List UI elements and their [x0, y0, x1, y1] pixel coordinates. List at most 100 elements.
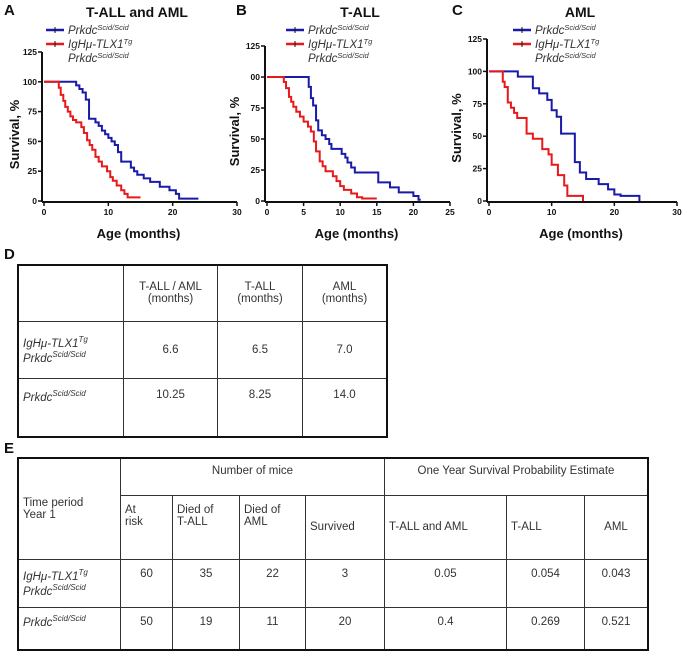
value-cell: 50 — [120, 606, 173, 651]
chart-title: AML — [565, 4, 596, 20]
y-tick-label: 75 — [473, 99, 483, 109]
survival-curve-tg — [489, 70, 584, 201]
legend-label-sup: Scid/Scid — [564, 51, 596, 60]
legend-label: PrkdcScid/Scid — [308, 23, 369, 37]
legend-label-sup: Scid/Scid — [337, 23, 369, 32]
legend-label: IgHμ-TLX1Tg — [308, 37, 373, 51]
legend-label: PrkdcScid/Scid — [68, 51, 129, 65]
value-cell: 0.269 — [506, 606, 585, 651]
y-axis-label: Survival, % — [7, 99, 22, 169]
y-axis-label: Survival, % — [227, 96, 242, 166]
legend-label-base: Prkdc — [535, 25, 565, 37]
subheader-line: AML — [244, 515, 268, 528]
legend-label-sup: Scid/Scid — [97, 51, 129, 60]
y-tick-label: 25 — [28, 166, 38, 176]
header-line: T-ALL / AML — [139, 281, 202, 294]
header-line: (months) — [147, 293, 194, 306]
legend-label-base: Prkdc — [308, 25, 338, 37]
y-tick-label: 50 — [251, 134, 261, 144]
table-row: PrkdcScid/Scid 50 19 11 20 0.4 0.269 0.5… — [17, 606, 649, 651]
value-cell: 0.521 — [584, 606, 649, 651]
y-tick-label: 0 — [255, 196, 260, 206]
legend-label: IgHμ-TLX1Tg — [68, 37, 133, 51]
panel-label-b: B — [236, 2, 247, 19]
legend-label: PrkdcScid/Scid — [308, 51, 369, 65]
time-period-line: Year 1 — [23, 508, 56, 521]
panel-label-c: C — [452, 2, 463, 19]
legend-label-sup: Scid/Scid — [337, 51, 369, 60]
genotype-sup: Tg — [78, 334, 88, 344]
survival-curve-scid — [489, 70, 641, 201]
value-cell: 10.25 — [123, 377, 218, 438]
x-tick-label: 0 — [487, 207, 492, 217]
median-survival-table: T-ALL / AML (months) T-ALL (months) AML (mo… — [17, 264, 388, 438]
legend-label-sup: Tg — [364, 37, 374, 46]
genotype-text: Prkdc — [23, 352, 53, 365]
table-group-header-row: Time period Year 1 Number of mice One Yea… — [17, 457, 649, 560]
value-cell: 19 — [172, 606, 240, 651]
value-cell: 14.0 — [302, 377, 388, 438]
y-tick-label: 75 — [28, 107, 38, 117]
chart-title: T-ALL — [340, 4, 380, 20]
subheader-cell: T-ALL — [506, 494, 585, 560]
subheader-line: risk — [125, 515, 143, 528]
value-cell: 0.043 — [584, 558, 649, 608]
subheader-line: At — [125, 503, 136, 516]
survival-curve-tg — [267, 76, 377, 200]
genotype-text: IgHμ-TLX1 — [23, 571, 79, 583]
value-cell: 22 — [239, 558, 306, 608]
subheader-cell: T-ALL and AML — [384, 494, 507, 560]
chart-0: T-ALL and AML 0 10 20 30 0 25 50 75 100 125 Age (mo… — [7, 4, 242, 241]
legend-label-sup: Tg — [591, 37, 601, 46]
y-tick-label: 0 — [32, 196, 37, 206]
y-tick-label: 125 — [468, 34, 482, 44]
legend-label-sup: Tg — [124, 37, 134, 46]
x-tick-label: 10 — [547, 207, 557, 217]
table-row: PrkdcScid/Scid 10.25 8.25 14.0 — [17, 377, 388, 438]
subheader-cell: Died of AML — [239, 494, 306, 560]
genotype-sup: Scid/Scid — [52, 349, 86, 359]
value-cell: 11 — [239, 606, 306, 651]
legend-label: PrkdcScid/Scid — [535, 23, 596, 37]
legend-label: IgHμ-TLX1Tg — [535, 37, 600, 51]
panel-label-a: A — [4, 2, 15, 19]
genotype-sup: Scid/Scid — [52, 613, 86, 623]
legend-label-base: Prkdc — [68, 53, 98, 65]
legend-label-base: IgHμ-TLX1 — [535, 39, 591, 51]
genotype-sup: Scid/Scid — [52, 388, 86, 398]
subheader-line: T-ALL — [177, 515, 208, 528]
x-tick-label: 5 — [301, 207, 306, 217]
y-tick-label: 25 — [251, 165, 261, 175]
value-cell: 0.054 — [506, 558, 585, 608]
genotype-cell: IgHμ-TLX1Tg PrkdcScid/Scid — [17, 558, 121, 608]
number-of-mice-header: Number of mice — [120, 457, 385, 496]
value-cell: 0.4 — [384, 606, 507, 651]
genotype-cell: IgHμ-TLX1Tg PrkdcScid/Scid — [17, 320, 124, 379]
legend-label-base: Prkdc — [308, 53, 338, 65]
table-header-row: T-ALL / AML (months) T-ALL (months) AML (mo… — [17, 264, 388, 322]
survival-probability-table: Time period Year 1 Number of mice One Yea… — [17, 457, 649, 651]
header-line: T-ALL — [244, 281, 276, 294]
subheader-cell: At risk — [120, 494, 173, 560]
subheader-line: Died of — [244, 503, 281, 516]
panel-label-d: D — [4, 246, 15, 263]
genotype-text: Prkdc — [23, 616, 53, 629]
genotype-cell: PrkdcScid/Scid — [17, 606, 121, 651]
y-tick-label: 125 — [246, 41, 260, 51]
legend-label-base: Prkdc — [535, 53, 565, 65]
x-tick-label: 30 — [232, 207, 242, 217]
survival-probability-header: One Year Survival Probability Estimate — [384, 457, 649, 496]
y-tick-label: 75 — [251, 103, 261, 113]
survival-curve-scid — [267, 76, 421, 201]
table-row: IgHμ-TLX1Tg PrkdcScid/Scid 60 35 22 3 0.0… — [17, 558, 649, 608]
x-tick-label: 15 — [372, 207, 382, 217]
value-cell: 8.25 — [217, 377, 303, 438]
chart-1: T-ALL 0 5 10 15 20 25 0 25 50 75 00 125 Age (months) S… — [227, 4, 455, 241]
table-row: IgHμ-TLX1Tg PrkdcScid/Scid 6.6 6.5 7.0 — [17, 320, 388, 379]
value-cell: 0.05 — [384, 558, 507, 608]
x-axis-label: Age (months) — [315, 226, 399, 241]
